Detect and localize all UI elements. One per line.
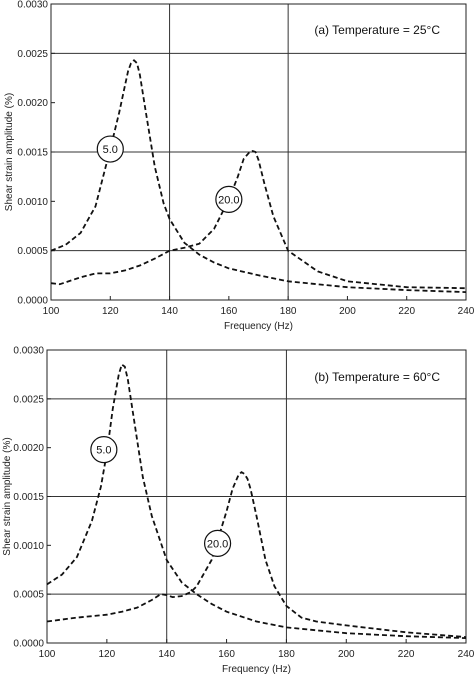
x-tick-label: 160: [218, 649, 235, 660]
series-line-20-0: [46, 471, 467, 638]
series-line-5-0: [46, 363, 467, 639]
x-tick-label: 100: [39, 649, 56, 660]
y-tick-label: 0.0005: [13, 590, 44, 601]
y-tick-label: 0.0030: [17, 0, 48, 11]
x-tick-label: 120: [102, 306, 119, 317]
x-tick-label: 140: [161, 306, 178, 317]
x-tick-label: 160: [221, 306, 238, 317]
series-label-text: 5.0: [103, 144, 118, 156]
y-tick-label: 0.0010: [17, 197, 48, 208]
series-line-5-0: [50, 59, 467, 293]
x-tick-label: 240: [458, 649, 474, 660]
y-tick-label: 0.0010: [13, 541, 44, 552]
y-tick-label: 0.0025: [17, 49, 48, 60]
series-label-circle: [96, 135, 124, 163]
series-label-circle: [203, 529, 232, 557]
x-axis-label: Frequency (Hz): [222, 664, 291, 675]
x-tick-label: 100: [43, 306, 60, 317]
y-axis-label: Shear strain amplitude (%): [4, 93, 15, 211]
y-tick-label: 0.0000: [13, 639, 44, 650]
x-tick-label: 240: [458, 306, 474, 317]
series-label-circle: [90, 436, 118, 464]
x-tick-label: 180: [280, 306, 297, 317]
y-tick-label: 0.0025: [13, 394, 44, 405]
series-label-text: 20.0: [218, 194, 239, 206]
y-tick-label: 0.0020: [13, 443, 44, 454]
chart-panel-a: 100 120 140 160 180 200 220 240 0.0000 0.0005 0.00…: [4, 0, 474, 332]
x-tick-label: 220: [398, 649, 415, 660]
series-label-text: 5.0: [96, 445, 111, 457]
chart-panel-b: 100 120 140 160 180 200 220 240 0.0000 0.0005 0.00…: [2, 346, 474, 676]
x-tick-label: 140: [158, 649, 175, 660]
x-tick-label: 200: [339, 306, 356, 317]
series-line-20-0: [50, 150, 467, 290]
chart-title: (a) Temperature = 25°C: [314, 23, 440, 37]
y-tick-label: 0.0030: [13, 346, 44, 357]
x-axis-label: Frequency (Hz): [224, 321, 293, 332]
series-label-text: 20.0: [207, 538, 228, 550]
y-axis-label: Shear strain amplitude (%): [2, 437, 13, 555]
x-tick-label: 120: [99, 649, 116, 660]
chart-title: (b) Temperature = 60°C: [314, 370, 440, 384]
x-tick-label: 220: [398, 306, 415, 317]
x-tick-label: 200: [338, 649, 355, 660]
y-tick-label: 0.0015: [17, 148, 48, 159]
y-tick-label: 0.0000: [17, 296, 48, 307]
series-label-circle: [215, 185, 243, 213]
y-tick-label: 0.0005: [17, 246, 48, 257]
y-tick-label: 0.0015: [13, 492, 44, 503]
y-tick-label: 0.0020: [17, 98, 48, 109]
x-tick-label: 180: [278, 649, 295, 660]
